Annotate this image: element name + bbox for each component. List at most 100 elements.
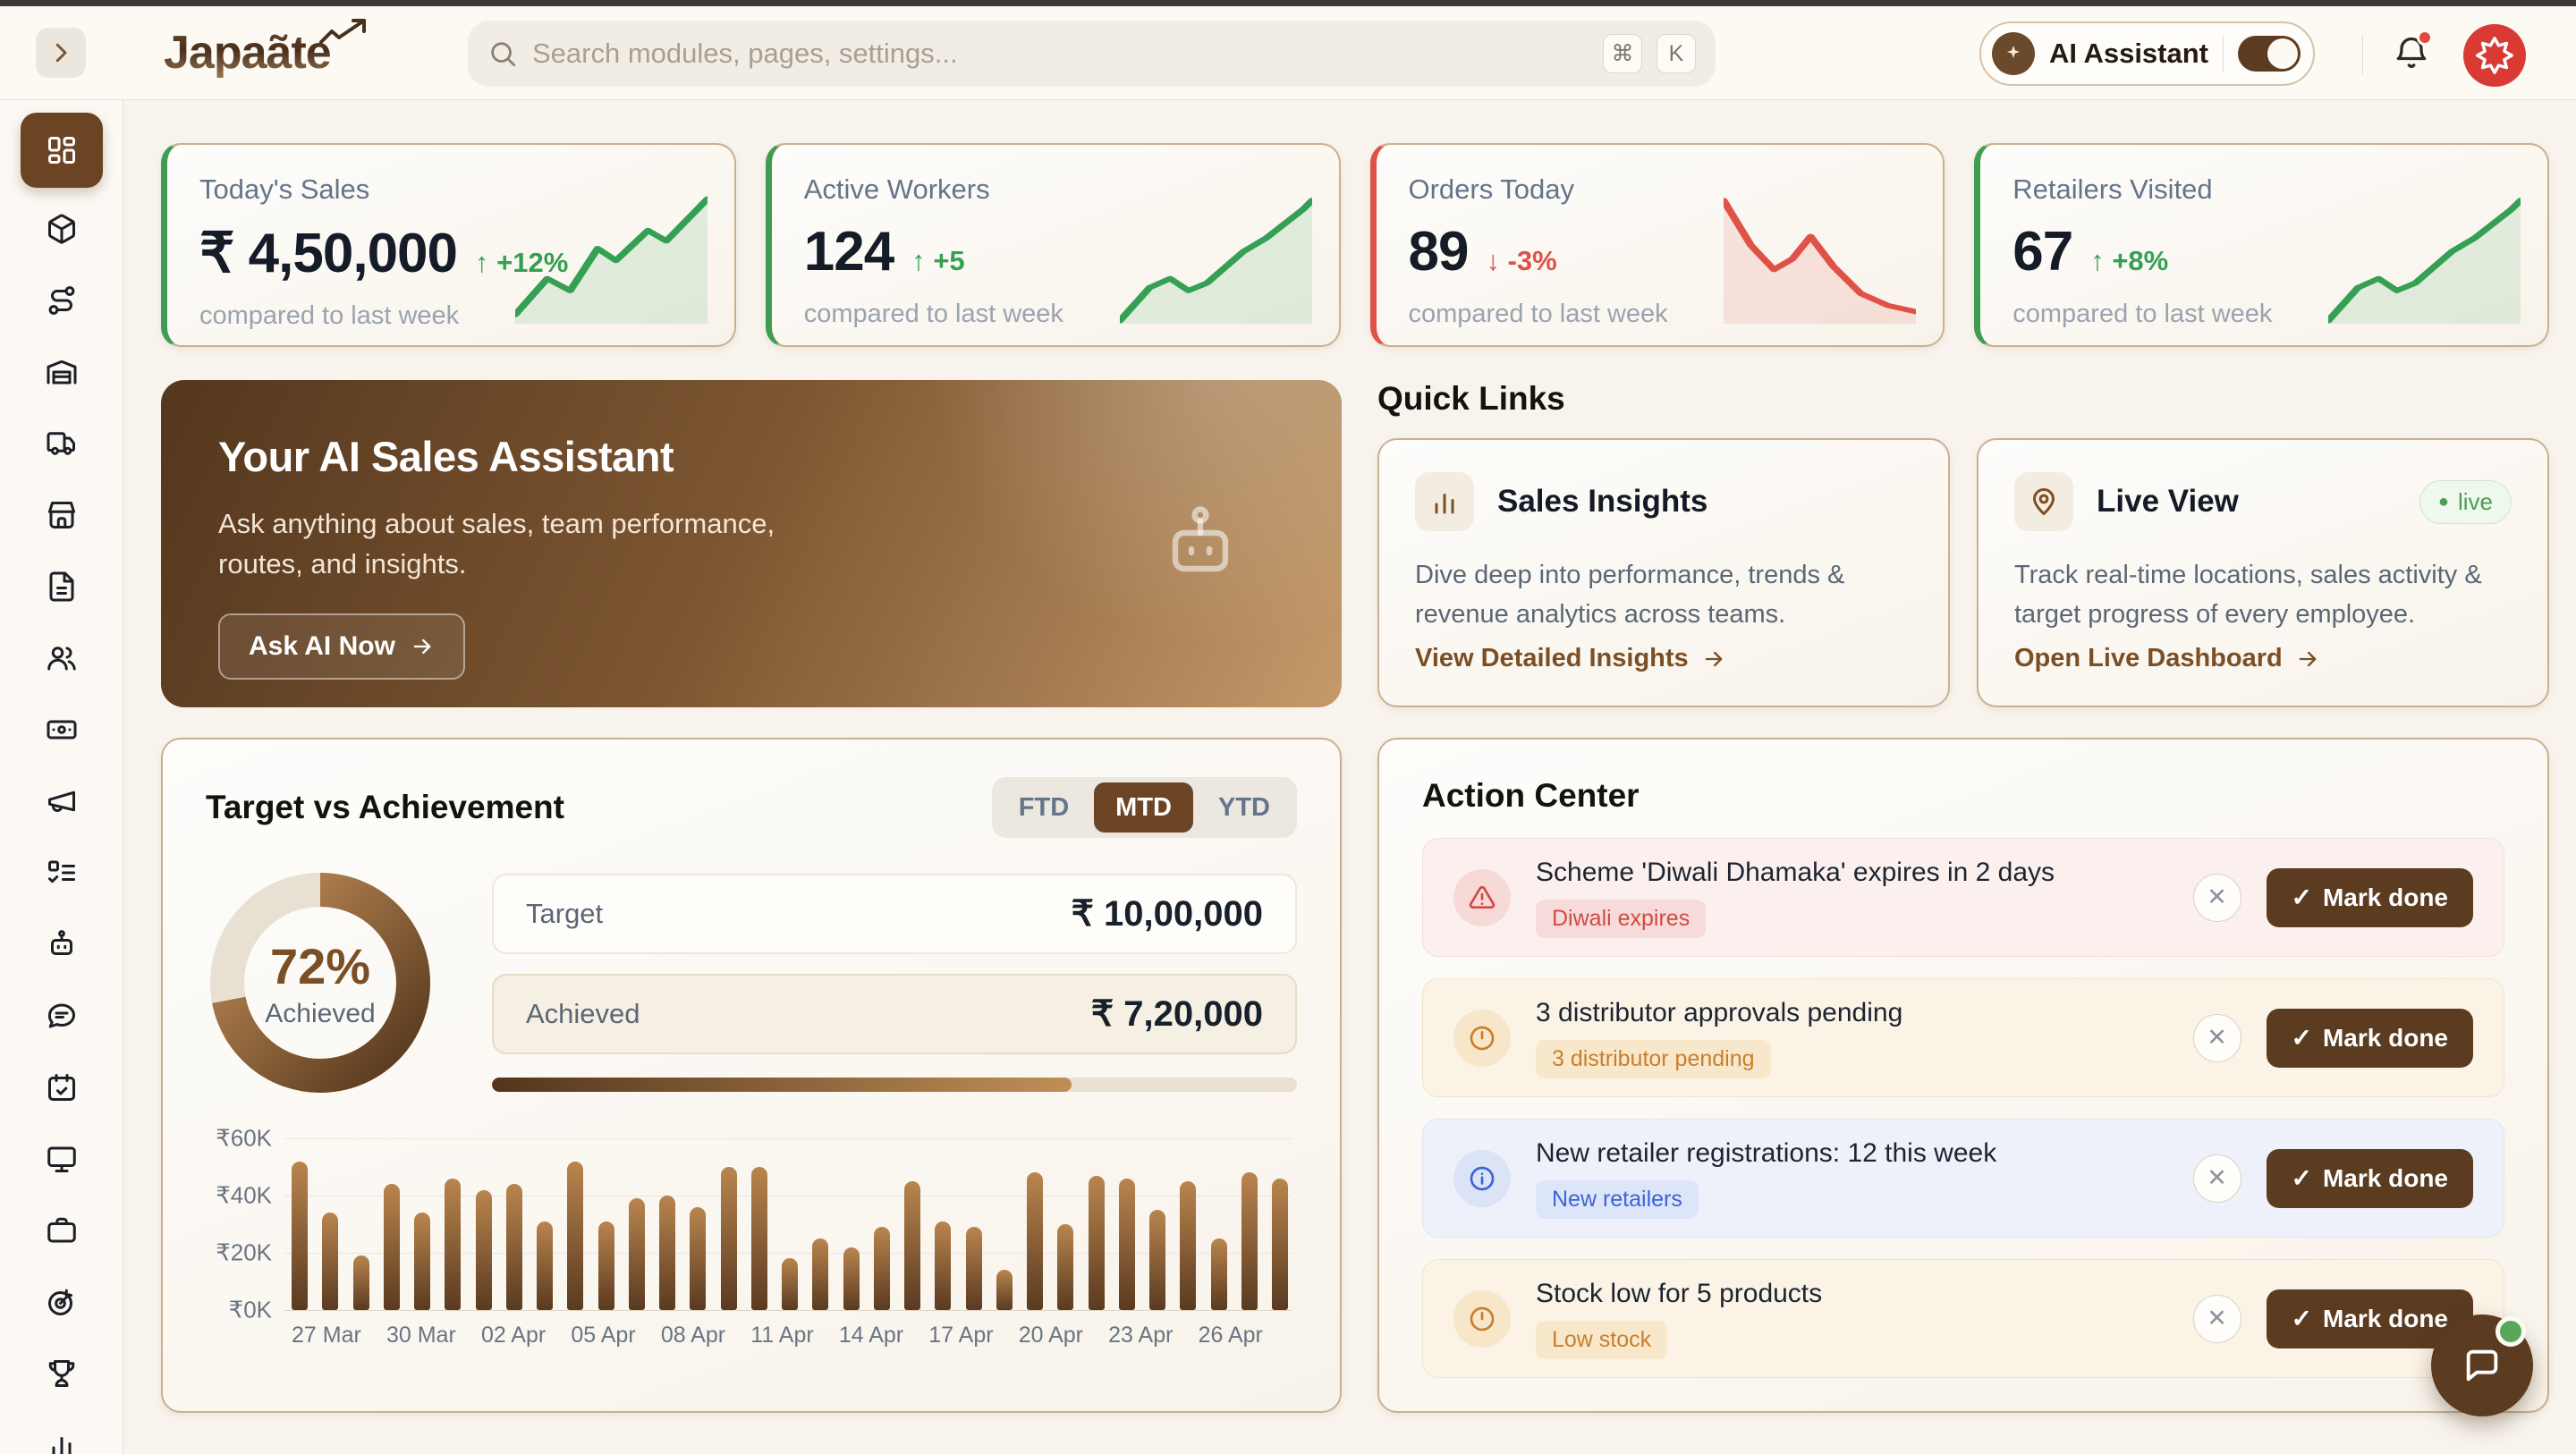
chart-bar[interactable] <box>352 1255 369 1310</box>
close-icon: ✕ <box>2207 1164 2227 1191</box>
chart-bar[interactable] <box>1118 1179 1135 1310</box>
kpi-card-2[interactable]: Active Workers 124 ↑ +5 compared to last… <box>765 143 1341 347</box>
chart-bar[interactable] <box>414 1213 430 1310</box>
toggle-knob <box>2267 38 2298 69</box>
sidebar-item-warehouse[interactable] <box>21 336 103 408</box>
banner-body: Ask anything about sales, team performan… <box>218 508 775 579</box>
user-avatar[interactable] <box>2463 24 2526 87</box>
search-input[interactable] <box>532 38 1589 70</box>
mark-done-button[interactable]: ✓ Mark done <box>2266 1148 2473 1208</box>
ai-assistant-toggle[interactable] <box>2238 36 2301 72</box>
chart-bar[interactable] <box>1057 1224 1074 1310</box>
chart-bar[interactable] <box>996 1270 1013 1310</box>
chart-x-axis-labels: 27 Mar 30 Mar 02 Apr 05 Apr 08 Apr 11 Apr 14 A… <box>206 1323 1297 1358</box>
chart-bar[interactable] <box>782 1258 798 1310</box>
quick-link-card-sales-insights[interactable]: Sales Insights Dive deep into performanc… <box>1377 438 1950 707</box>
chart-x-tick: 05 Apr <box>571 1323 636 1348</box>
chart-bar[interactable] <box>904 1181 920 1310</box>
sidebar-item-calendar-check[interactable] <box>21 1052 103 1123</box>
chart-bar[interactable] <box>1272 1179 1288 1310</box>
chart-x-tick: 27 Mar <box>292 1323 361 1348</box>
tab-mtd[interactable]: MTD <box>1094 782 1193 833</box>
kpi-title: Orders Today <box>1408 173 1575 205</box>
quick-links-heading: Quick Links <box>1377 380 1565 417</box>
chart-bar[interactable] <box>597 1222 614 1310</box>
quick-card-link[interactable]: Open Live Dashboard <box>2014 644 2512 673</box>
dismiss-button[interactable]: ✕ <box>2192 1154 2241 1203</box>
chart-bar[interactable] <box>445 1179 462 1310</box>
ask-ai-now-button[interactable]: Ask AI Now <box>218 613 465 680</box>
chart-bar[interactable] <box>750 1167 767 1310</box>
chart-bar[interactable] <box>1241 1172 1258 1310</box>
sidebar-item-layout-dashboard[interactable] <box>20 113 103 188</box>
sidebar-item-megaphone[interactable] <box>21 765 103 837</box>
sidebar-item-truck[interactable] <box>21 408 103 479</box>
kpi-card-1[interactable]: Today's Sales ₹ 4,50,000 ↑ +12% compared… <box>161 143 736 347</box>
chart-bar[interactable] <box>965 1227 982 1310</box>
k-key: K <box>1657 34 1696 73</box>
chart-bar[interactable] <box>1027 1172 1043 1310</box>
chart-bar[interactable] <box>659 1196 675 1310</box>
dismiss-button[interactable]: ✕ <box>2192 873 2241 922</box>
chart-x-tick <box>1173 1323 1185 1358</box>
sidebar-item-monitor[interactable] <box>21 1123 103 1195</box>
sidebar-item-store[interactable] <box>21 479 103 551</box>
target-value: ₹ 10,00,000 <box>1071 894 1263 934</box>
chart-bar[interactable] <box>322 1213 339 1310</box>
notifications-button[interactable] <box>2388 30 2435 78</box>
sidebar-item-goal-target[interactable] <box>21 1266 103 1338</box>
avatar-star-icon <box>2476 37 2513 74</box>
chart-bar[interactable] <box>1088 1176 1105 1310</box>
main-content: Today's Sales ₹ 4,50,000 ↑ +12% compared… <box>123 100 2576 1454</box>
chart-bar[interactable] <box>935 1222 952 1310</box>
kpi-title: Active Workers <box>803 173 990 205</box>
chart-bar[interactable] <box>628 1198 645 1310</box>
sidebar-item-package[interactable] <box>21 193 103 265</box>
chart-bar[interactable] <box>812 1238 829 1310</box>
sidebar-item-trophy[interactable] <box>21 1338 103 1409</box>
quick-card-title: Sales Insights <box>1497 484 1708 519</box>
achievement-progress-bar <box>492 1078 1297 1092</box>
chart-bar[interactable] <box>567 1162 584 1310</box>
dismiss-button[interactable]: ✕ <box>2192 1294 2241 1343</box>
sidebar-item-banknote[interactable] <box>21 694 103 765</box>
sidebar-expand-button[interactable] <box>36 28 86 78</box>
chart-bar[interactable] <box>720 1167 737 1310</box>
chart-bar[interactable] <box>1180 1181 1197 1310</box>
chart-x-tick <box>725 1323 738 1358</box>
banner-title: Your AI Sales Assistant <box>218 433 674 480</box>
sidebar-item-route[interactable] <box>21 265 103 336</box>
sidebar-item-users[interactable] <box>21 622 103 694</box>
chart-bar[interactable] <box>292 1162 308 1310</box>
ai-assistant-pill: AI Assistant <box>1979 21 2315 86</box>
chat-fab-button[interactable] <box>2431 1315 2533 1416</box>
mark-done-button[interactable]: ✓ Mark done <box>2266 1008 2473 1068</box>
chart-bar[interactable] <box>1210 1238 1227 1310</box>
dismiss-button[interactable]: ✕ <box>2192 1013 2241 1062</box>
chart-bar[interactable] <box>383 1184 400 1310</box>
sidebar-item-message-chat[interactable] <box>21 980 103 1052</box>
kpi-card-4[interactable]: Retailers Visited 67 ↑ +8% compared to l… <box>1974 143 2549 347</box>
monitor-icon <box>47 1146 76 1172</box>
quick-card-link[interactable]: View Detailed Insights <box>1415 644 1912 673</box>
window-chrome-strip <box>0 0 2576 6</box>
sidebar-item-file-text[interactable] <box>21 551 103 622</box>
chart-bar[interactable] <box>537 1222 553 1310</box>
tab-ftd[interactable]: FTD <box>997 782 1090 833</box>
sidebar-item-bar-chart[interactable] <box>21 1409 103 1454</box>
quick-link-card-live-view[interactable]: Live View ● live Track real-time location… <box>1977 438 2549 707</box>
tab-ytd[interactable]: YTD <box>1197 782 1292 833</box>
chart-bar[interactable] <box>690 1207 707 1310</box>
sidebar-item-bot[interactable] <box>21 909 103 980</box>
sidebar-item-list-todo[interactable] <box>21 837 103 909</box>
sidebar-item-briefcase[interactable] <box>21 1195 103 1266</box>
kpi-card-3[interactable]: Orders Today 89 ↓ -3% compared to last w… <box>1369 143 1945 347</box>
chart-bar[interactable] <box>1149 1210 1165 1310</box>
chart-bar[interactable] <box>843 1247 860 1310</box>
chart-bar[interactable] <box>475 1190 492 1310</box>
chart-bar[interactable] <box>873 1227 890 1310</box>
kpi-title: Retailers Visited <box>2012 173 2213 205</box>
chart-bar[interactable] <box>505 1184 522 1310</box>
mark-done-button[interactable]: ✓ Mark done <box>2266 867 2473 927</box>
kpi-delta: ↑ +12% <box>475 247 569 278</box>
